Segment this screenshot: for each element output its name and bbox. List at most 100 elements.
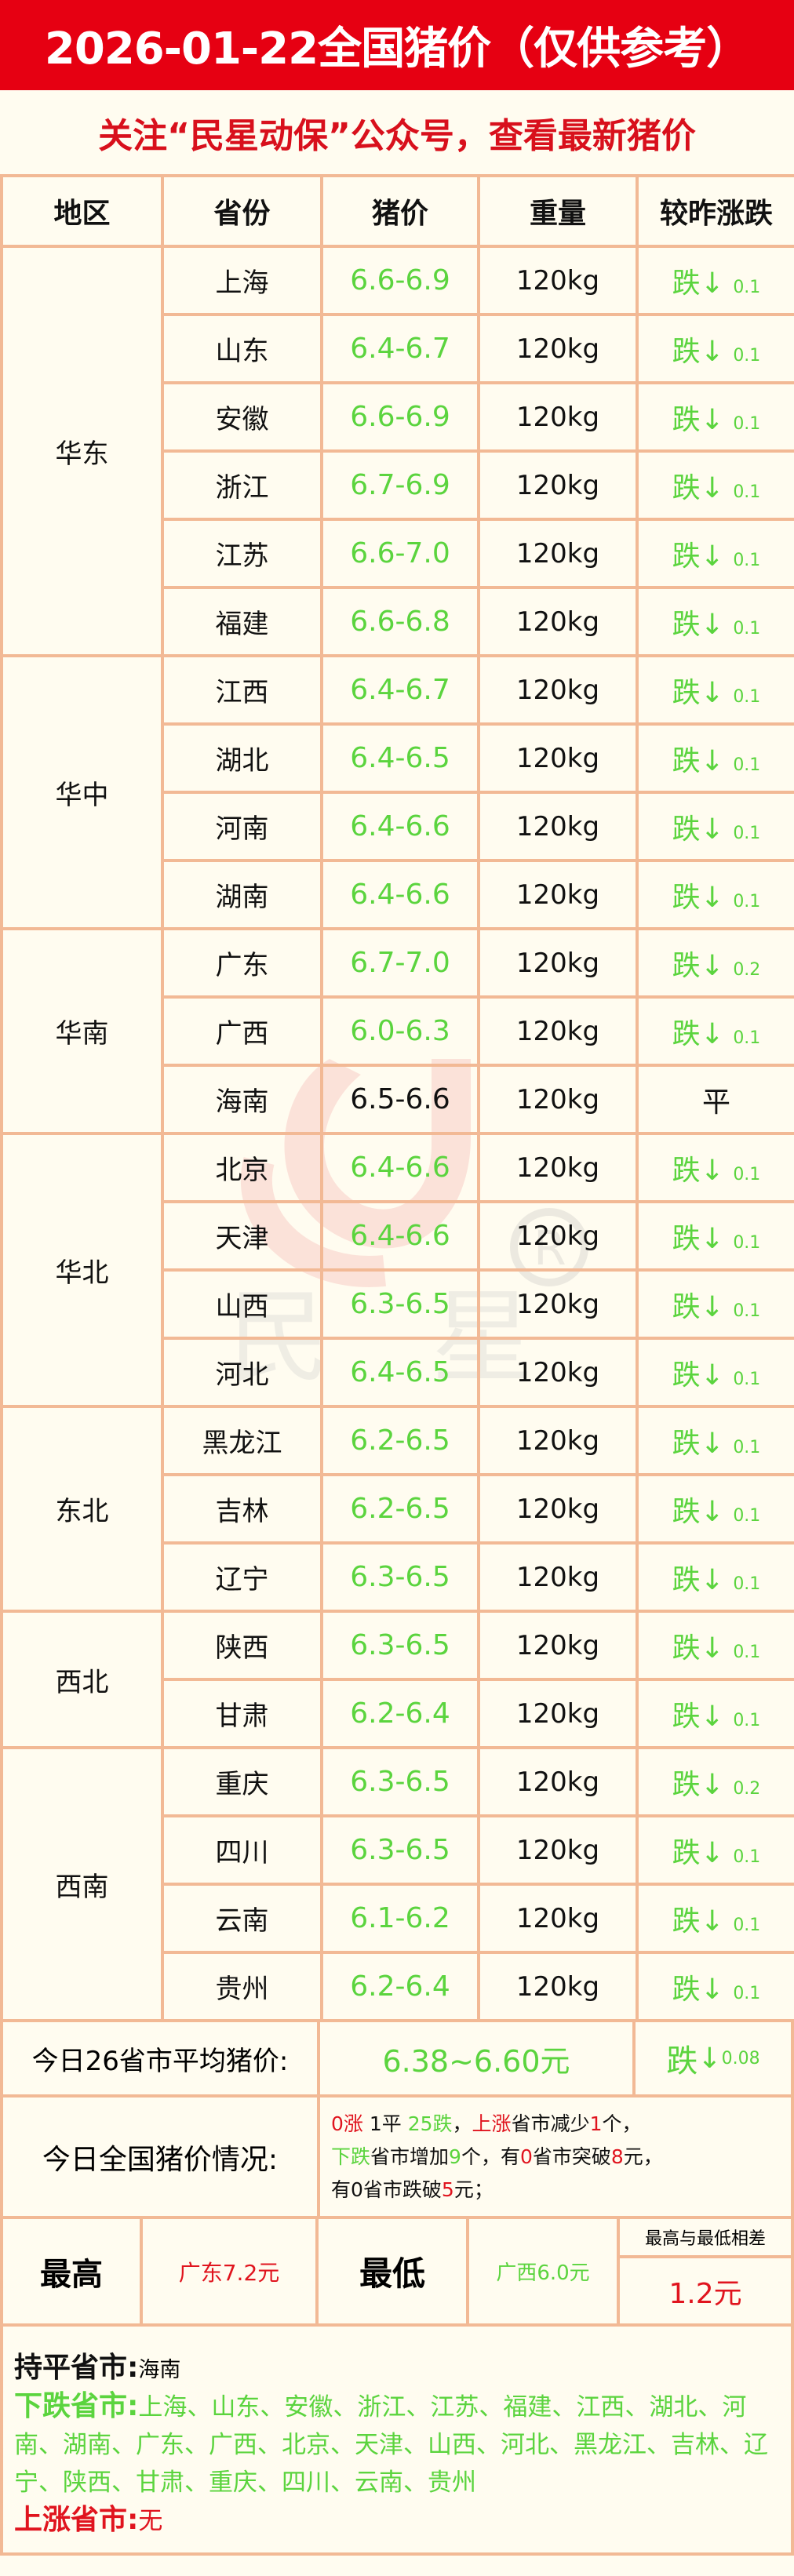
down-arrow-icon: ↓: [700, 1290, 724, 1323]
up-value: 无: [138, 2507, 163, 2535]
change-dir: 跌: [672, 471, 701, 504]
change-delta: 0.1: [733, 686, 761, 707]
price-cell: 6.5-6.6: [320, 1064, 480, 1135]
change-delta: 0.1: [733, 1369, 761, 1389]
situation-segment: 个，: [602, 2112, 642, 2135]
change-cell: 跌↓ 0.1: [636, 381, 794, 453]
down-arrow-icon: ↓: [700, 1632, 724, 1665]
column-header: 猪价: [320, 174, 480, 248]
situation-segment: 8: [610, 2145, 624, 2168]
table-row: 天津 6.4-6.6 120kg 跌↓ 0.1: [2, 1200, 794, 1272]
down-arrow-icon: ↓: [700, 949, 724, 982]
change-dir: 跌: [672, 1222, 701, 1255]
table-row: 华东 上海 6.6-6.9 120kg 跌↓ 0.1: [0, 245, 794, 657]
change-dir: 跌: [672, 1290, 701, 1323]
price-cell: 6.3-6.5: [320, 1541, 480, 1613]
change-cell: 跌↓ 0.1: [636, 995, 794, 1067]
weight-cell: 120kg: [477, 1337, 639, 1408]
extremes-row: 最高 广东7.2元 最低 广西6.0元 最高与最低相差 1.2元: [0, 2219, 794, 2327]
average-dir: 跌: [666, 2043, 698, 2079]
change-dir: 跌: [672, 1632, 701, 1665]
province-cell: 上海: [161, 245, 323, 316]
subtitle: 关注“民星动保”公众号，查看最新猪价: [98, 115, 696, 156]
price-cell: 6.7-6.9: [320, 449, 480, 521]
weight-cell: 120kg: [477, 791, 639, 862]
change-cell: 跌↓ 0.1: [636, 518, 794, 589]
province-cell: 甘肃: [161, 1678, 323, 1749]
price-cell: 6.6-7.0: [320, 518, 480, 589]
price-cell: 6.4-6.7: [320, 313, 480, 384]
down-arrow-icon: ↓: [700, 1836, 724, 1869]
column-header: 重量: [477, 174, 639, 248]
price-cell: 6.4-6.6: [320, 1200, 480, 1272]
change-delta: 0.1: [733, 1983, 761, 2003]
change-dir: 跌: [672, 744, 701, 777]
up-label: 上涨省市:: [14, 2504, 139, 2536]
situation-segment: 省市突破: [532, 2145, 611, 2168]
change-delta: 0.1: [733, 1437, 761, 1457]
weight-cell: 120kg: [477, 654, 639, 726]
situation-segment: 省市增加: [370, 2145, 450, 2168]
change-delta: 0.1: [733, 550, 761, 570]
price-cell: 6.4-6.5: [320, 722, 480, 794]
low-value: 广西6.0元: [469, 2219, 620, 2323]
province-lists: 持平省市:海南 下跌省市:上海、山东、安徽、浙江、江苏、福建、江西、湖北、河南、…: [0, 2327, 794, 2556]
average-delta: 0.08: [721, 2048, 760, 2068]
province-cell: 重庆: [161, 1746, 323, 1817]
table-row: 山东 6.4-6.7 120kg 跌↓ 0.1: [2, 313, 794, 384]
down-arrow-icon: ↓: [700, 1222, 724, 1255]
change-cell: 跌↓ 0.1: [636, 859, 794, 930]
change-cell: 跌↓ 0.2: [636, 1746, 794, 1817]
table-row: 山西 6.3-6.5 120kg 跌↓ 0.1: [2, 1268, 794, 1340]
weight-cell: 120kg: [477, 1541, 639, 1613]
weight-cell: 120kg: [477, 1814, 639, 1886]
change-delta: 0.1: [733, 1505, 761, 1526]
price-cell: 6.7-7.0: [320, 927, 480, 999]
page-title: 2026-01-22全国猪价（仅供参考）: [0, 0, 794, 90]
table-row: 四川 6.3-6.5 120kg 跌↓ 0.1: [2, 1814, 794, 1886]
change-cell: 跌↓ 0.1: [636, 449, 794, 521]
price-cell: 6.2-6.4: [320, 1678, 480, 1749]
change-dir: 跌: [672, 1700, 701, 1733]
column-header: 较昨涨跌: [636, 174, 794, 248]
situation-segment: 1: [589, 2112, 603, 2135]
change-delta: 0.2: [733, 1778, 761, 1799]
situation-segment: 元；: [453, 2178, 494, 2201]
table-header-row: 地区 省份 猪价 重量 较昨涨跌: [0, 174, 794, 248]
table-row: 西北 陕西 6.3-6.5 120kg 跌↓ 0.1: [0, 1610, 794, 1749]
table-row: 东北 黑龙江 6.2-6.5 120kg 跌↓ 0.1: [0, 1405, 794, 1613]
region-cell: 华中: [0, 654, 164, 930]
change-dir: 跌: [672, 540, 701, 573]
change-dir: 跌: [672, 1768, 701, 1801]
weight-cell: 120kg: [477, 313, 639, 384]
price-cell: 6.3-6.5: [320, 1610, 480, 1681]
province-cell: 广东: [161, 927, 323, 999]
down-arrow-icon: ↓: [700, 1154, 724, 1187]
province-cell: 天津: [161, 1200, 323, 1272]
situation-line: 下跌省市增加9个，有0省市突破8元，: [331, 2141, 663, 2174]
change-cell: 平: [636, 1064, 794, 1135]
down-arrow-icon: ↓: [700, 1017, 724, 1050]
price-cell: 6.0-6.3: [320, 995, 480, 1067]
situation-line: 有0省市跌破5元；: [331, 2174, 494, 2207]
situation-segment: 上涨: [472, 2112, 512, 2135]
region-cell: 西北: [0, 1610, 164, 1749]
down-arrow-icon: ↓: [700, 608, 724, 641]
down-arrow-icon: ↓: [700, 540, 724, 573]
change-cell: 跌↓ 0.1: [636, 1951, 794, 2022]
price-cell: 6.3-6.5: [320, 1268, 480, 1340]
change-delta: 0.1: [733, 823, 761, 843]
province-cell: 河北: [161, 1337, 323, 1408]
province-cell: 陕西: [161, 1610, 323, 1681]
low-label: 最低: [319, 2219, 469, 2323]
change-cell: 跌↓ 0.1: [636, 586, 794, 657]
weight-cell: 120kg: [477, 1746, 639, 1817]
region-cell: 华北: [0, 1132, 164, 1408]
down-arrow-icon: ↓: [700, 1905, 724, 1937]
table-row: 浙江 6.7-6.9 120kg 跌↓ 0.1: [2, 449, 794, 521]
change-cell: 跌↓ 0.1: [636, 245, 794, 316]
diff-label: 最高与最低相差: [620, 2219, 791, 2258]
change-cell: 跌↓ 0.1: [636, 1337, 794, 1408]
change-delta: 0.1: [733, 482, 761, 502]
weight-cell: 120kg: [477, 859, 639, 930]
